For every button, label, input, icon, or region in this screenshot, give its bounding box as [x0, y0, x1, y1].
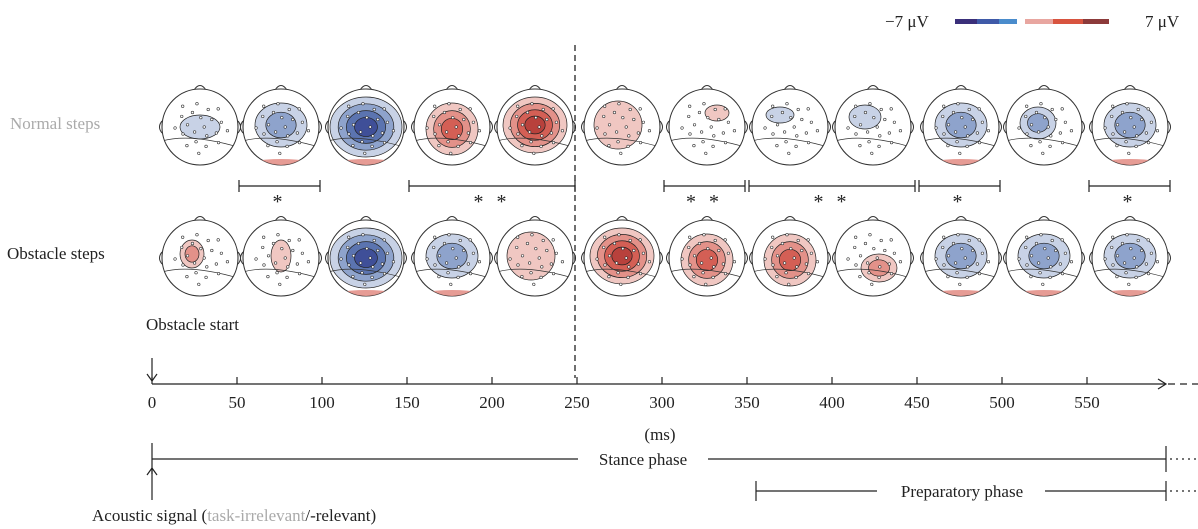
topo-map [411, 85, 493, 166]
stance-phase-label: Stance phase [599, 450, 687, 469]
preparatory-phase-label: Preparatory phase [901, 482, 1023, 501]
significance-stars: * * [686, 191, 723, 213]
time-axis [152, 378, 1198, 390]
axis-tick-label: 200 [479, 393, 505, 412]
topo-map [749, 85, 831, 166]
topo-map [832, 85, 914, 166]
acoustic-signal-label: Acoustic signal (task-irrelevant/-releva… [92, 506, 376, 525]
obstacle-start-label: Obstacle start [146, 315, 239, 334]
axis-tick-label: 300 [649, 393, 675, 412]
topo-map [920, 85, 1002, 166]
topo-map [666, 216, 748, 297]
topo-map [494, 85, 576, 166]
significance-bracket: * * [408, 180, 576, 213]
legend-max-label: 7 μV [1145, 12, 1180, 31]
significance-brackets: * * * * * * * * * [238, 180, 1171, 213]
obstacle-steps-maps [159, 216, 1171, 297]
axis-tick-label: 450 [904, 393, 930, 412]
normal-steps-label: Normal steps [10, 114, 100, 133]
topo-map [159, 85, 241, 166]
topo-map [494, 216, 576, 297]
axis-unit-label: (ms) [644, 425, 675, 444]
significance-bracket: * * [663, 180, 746, 213]
axis-tick-label: 50 [229, 393, 246, 412]
topo-map [581, 85, 663, 166]
topo-map [581, 216, 663, 297]
topo-map [666, 85, 748, 166]
axis-tick-label: 250 [564, 393, 590, 412]
obstacle-steps-label: Obstacle steps [7, 244, 105, 263]
axis-tick-label: 0 [148, 393, 157, 412]
axis-tick-label: 550 [1074, 393, 1100, 412]
topo-map [159, 216, 241, 297]
topo-map [1089, 85, 1171, 166]
axis-ticks: 0 50 100 150 200 250 300 350 400 450 500 550 [148, 377, 1100, 412]
topo-map [240, 216, 322, 297]
axis-tick-label: 150 [394, 393, 420, 412]
axis-tick-label: 350 [734, 393, 760, 412]
significance-stars: * [273, 191, 287, 213]
topo-map [1003, 216, 1085, 297]
topo-map [1003, 85, 1085, 166]
topo-map [920, 216, 1002, 297]
axis-tick-label: 100 [309, 393, 335, 412]
axis-tick-label: 400 [819, 393, 845, 412]
axis-arrow-icon [1157, 378, 1168, 390]
significance-stars: * * [474, 191, 511, 213]
topo-map [325, 216, 407, 297]
topo-map [749, 216, 831, 297]
normal-steps-maps [159, 85, 1171, 166]
topo-map [240, 85, 322, 166]
significance-stars: * [1123, 191, 1137, 213]
significance-bracket: * * [748, 180, 916, 213]
significance-bracket: * [1088, 180, 1171, 213]
legend-min-label: −7 μV [885, 12, 929, 31]
axis-tick-label: 500 [989, 393, 1015, 412]
topo-map [411, 216, 493, 297]
significance-stars: * * [814, 191, 851, 213]
legend-colorbar [955, 19, 1109, 24]
significance-bracket: * [238, 180, 321, 213]
topo-map [1089, 216, 1171, 297]
significance-stars: * [953, 191, 967, 213]
topo-map [325, 85, 407, 166]
topo-map [832, 216, 914, 297]
significance-bracket: * [918, 180, 1001, 213]
